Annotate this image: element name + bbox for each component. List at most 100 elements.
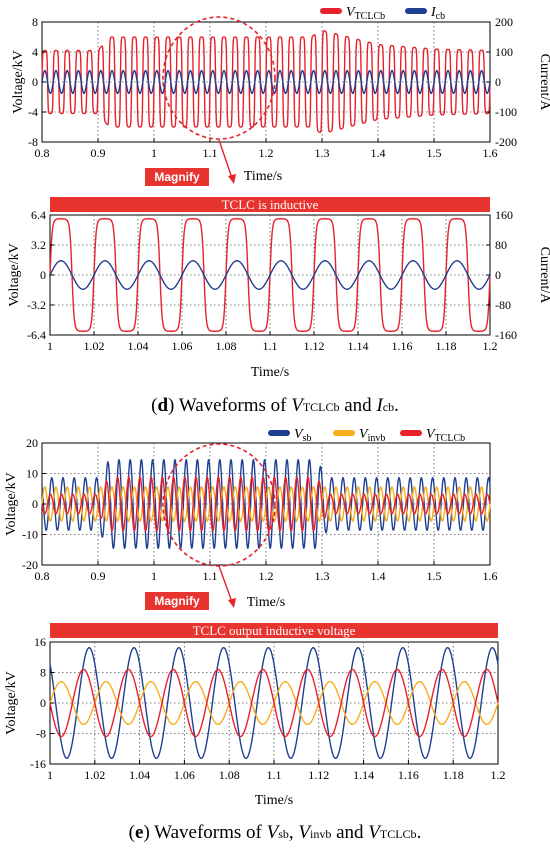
x-tick-label: 1.12 xyxy=(304,339,325,353)
legend-swatch-vtclcb xyxy=(320,8,342,14)
x-tick-label: 1.3 xyxy=(315,146,330,160)
x-tick-label: 0.9 xyxy=(91,569,106,583)
magnify-label-e: Magnify xyxy=(154,594,200,608)
x-axis-label-e-zoom: Time/s xyxy=(255,793,293,808)
title-banner-d-zoom xyxy=(50,197,490,212)
magnify-arrow-e xyxy=(218,565,233,603)
y-tick-label: 20 xyxy=(26,436,38,450)
legend-swatch-icb xyxy=(405,8,427,14)
x-axis-label-e-top: Time/s xyxy=(247,595,285,610)
x-tick-label: 1 xyxy=(151,146,157,160)
x-tick-label: 1.6 xyxy=(483,146,498,160)
caption-e: (e) Waveforms of Vsb, Vinvb and VTCLCb. xyxy=(129,822,422,843)
x-tick-label: 1.1 xyxy=(263,339,278,353)
x-tick-label: 1 xyxy=(151,569,157,583)
y2-tick-label: -160 xyxy=(495,328,517,342)
title-e-zoom: TCLC output inductive voltage xyxy=(193,623,356,638)
y-tick-label: 6.4 xyxy=(31,208,46,222)
x-tick-label: 1.2 xyxy=(491,768,506,782)
legend-label-vsb: Vsb xyxy=(294,427,311,444)
x-tick-label: 1 xyxy=(47,339,53,353)
x-tick-label: 1.14 xyxy=(353,768,374,782)
x-axis-label-d-zoom: Time/s xyxy=(251,365,289,380)
y-axis-label-d-zoom: Voltage/kV xyxy=(7,243,22,307)
y2-tick-label: 160 xyxy=(495,208,513,222)
y-tick-label: 0 xyxy=(40,268,46,282)
y2-tick-label: 0 xyxy=(495,75,501,89)
y-ticks-e-zoom: -16 -8 0 8 16 xyxy=(30,635,54,771)
x-tick-label: 1.4 xyxy=(371,569,386,583)
y2-ticks-d-zoom: -160 -80 0 80 160 xyxy=(486,208,517,342)
series-group-e-zoom xyxy=(49,647,499,759)
y2-axis-label-d-top: Current/A xyxy=(537,54,550,112)
y-tick-label: -4 xyxy=(28,105,38,119)
legend-e-top: Vsb Vinvb VTCLCb xyxy=(268,427,465,444)
series-group-d-zoom xyxy=(49,218,491,332)
x-tick-label: 1.1 xyxy=(203,569,218,583)
magnify-label-d: Magnify xyxy=(154,170,200,184)
x-tick-label: 1.2 xyxy=(259,569,274,583)
x-ticks-d-zoom: 1 1.02 1.04 1.06 1.08 1.1 1.12 1.14 1.16 1.18 1.2 xyxy=(47,331,498,353)
series-line-2 xyxy=(41,476,491,532)
y2-axis-label-d-zoom: Current/A xyxy=(537,247,550,305)
legend-swatch-vtclcb-e xyxy=(400,430,422,436)
legend-swatch-vinvb xyxy=(333,430,355,436)
y2-tick-label: 0 xyxy=(495,268,501,282)
series-line-1 xyxy=(41,69,491,95)
y2-tick-label: -80 xyxy=(495,298,511,312)
x-tick-label: 1.06 xyxy=(172,339,193,353)
magnify-badge-d xyxy=(145,168,209,186)
y-axis-label-e-zoom: Voltage/kV xyxy=(4,671,19,735)
x-axis-label-d-top: Time/s xyxy=(244,169,282,184)
x-tick-label: 1.2 xyxy=(483,339,498,353)
series-line-1 xyxy=(49,260,491,290)
x-tick-label: 1.04 xyxy=(128,339,149,353)
legend-label-vtclcb-e: VTCLCb xyxy=(426,427,465,444)
x-ticks-e-top: 0.8 0.9 1 1.1 1.2 1.3 1.4 1.5 1.6 xyxy=(35,561,498,583)
legend-label-icb: Icb xyxy=(430,5,445,22)
x-tick-label: 1.04 xyxy=(129,768,150,782)
y-axis-label-d-top: Voltage/kV xyxy=(11,50,26,114)
y-tick-label: 8 xyxy=(40,666,46,680)
x-tick-label: 1.6 xyxy=(483,569,498,583)
legend-swatch-vsb xyxy=(268,430,290,436)
y-axis-label-e-top: Voltage/kV xyxy=(4,472,19,536)
x-tick-label: 1.12 xyxy=(308,768,329,782)
y-tick-label: 8 xyxy=(32,15,38,29)
y2-tick-label: 200 xyxy=(495,15,513,29)
title-d-zoom: TCLC is inductive xyxy=(222,197,319,212)
x-tick-label: 1.1 xyxy=(203,146,218,160)
y-tick-label: 4 xyxy=(32,45,38,59)
y-tick-label: -8 xyxy=(36,727,46,741)
y-tick-label: 0 xyxy=(40,696,46,710)
x-tick-label: 1.18 xyxy=(443,768,464,782)
x-tick-label: 1.06 xyxy=(174,768,195,782)
y2-tick-label: 100 xyxy=(495,45,513,59)
x-tick-label: 1.18 xyxy=(436,339,457,353)
chart-e-zoom: TCLC output inductive voltage 1 1.02 1.04 1… xyxy=(4,623,506,808)
y-tick-label: 0 xyxy=(32,75,38,89)
x-tick-label: 1.5 xyxy=(427,146,442,160)
series-group-d-top xyxy=(41,30,491,134)
legend-label-vinvb: Vinvb xyxy=(359,427,385,444)
caption-d: (d) Waveforms of VTCLCb and Icb. xyxy=(151,395,399,416)
x-tick-label: 1.08 xyxy=(219,768,240,782)
y-tick-label: 0 xyxy=(32,497,38,511)
x-tick-label: 0.8 xyxy=(35,569,50,583)
y2-tick-label: -200 xyxy=(495,135,517,149)
y-tick-label: 16 xyxy=(34,635,46,649)
y-tick-label: -3.2 xyxy=(27,298,46,312)
y2-ticks-d-top: -200 -100 0 100 200 xyxy=(486,15,517,149)
x-tick-label: 1 xyxy=(47,768,53,782)
y-ticks-d-zoom: -6.4 -3.2 0 3.2 6.4 xyxy=(27,208,54,342)
x-tick-label: 1.16 xyxy=(392,339,413,353)
legend-label-vtclcb: VTCLCb xyxy=(346,5,385,22)
x-tick-label: 1.02 xyxy=(84,339,105,353)
series-line-2 xyxy=(49,668,499,738)
magnify-ellipse-d xyxy=(162,16,276,140)
series-group-e-top xyxy=(41,459,491,549)
x-tick-label: 1.08 xyxy=(216,339,237,353)
y-ticks-d-top: -8 -4 0 4 8 xyxy=(28,15,46,149)
y-tick-label: -10 xyxy=(22,528,38,542)
